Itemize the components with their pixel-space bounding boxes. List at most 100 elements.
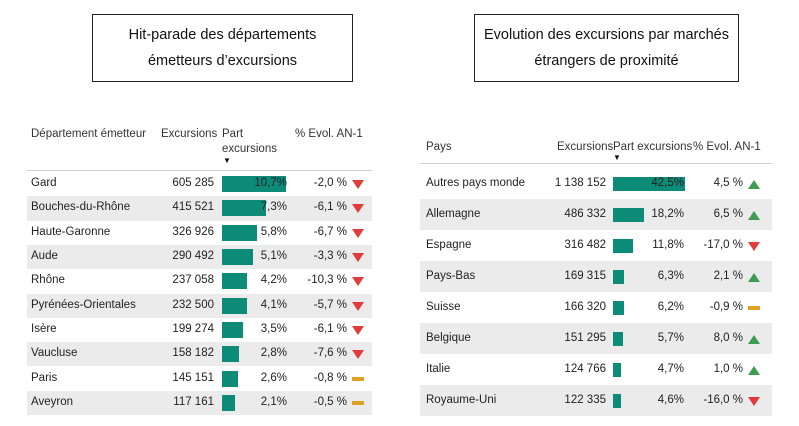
trend-down-icon <box>352 228 364 238</box>
table-row[interactable]: Vaucluse 158 182 2,8% -7,6 % <box>27 342 372 367</box>
row-name: Gard <box>31 177 57 190</box>
header-share-line2[interactable]: excursions <box>222 143 277 155</box>
table-row[interactable]: Bouches-du-Rhône 415 521 7,3% -6,1 % <box>27 196 372 221</box>
row-name: Vaucluse <box>31 347 78 360</box>
share-bar <box>613 176 685 191</box>
header-excursions[interactable]: Excursions <box>557 141 614 153</box>
trend-flat-icon <box>352 376 364 381</box>
row-evolution: -3,3 % <box>313 250 347 263</box>
row-share: 2,1% <box>260 395 287 408</box>
table-row[interactable]: Royaume-Uni 122 335 4,6% -16,0 % <box>420 385 772 416</box>
row-excursions: 415 521 <box>172 201 214 214</box>
row-name: Aveyron <box>31 395 73 408</box>
table-row[interactable]: Gard 605 285 10,7% -2,0 % <box>27 172 372 196</box>
trend-down-icon <box>352 204 364 214</box>
row-share: 11,8% <box>652 238 684 251</box>
table-row[interactable]: Paris 145 151 2,6% -0,8 % <box>27 366 372 390</box>
table-row[interactable]: Autres pays monde 1 138 152 42,5% 4,5 % <box>420 168 772 199</box>
row-excursions: 166 320 <box>564 300 606 313</box>
row-excursions: 117 161 <box>173 395 214 408</box>
row-excursions: 199 274 <box>172 322 214 335</box>
row-share: 5,8% <box>260 225 287 238</box>
table-row[interactable]: Belgique 151 295 5,7% 8,0 % <box>420 323 772 354</box>
table-row[interactable]: Italie 124 766 4,7% 1,0 % <box>420 354 772 385</box>
trend-up-icon <box>748 272 760 282</box>
row-evolution: -0,5 % <box>313 395 347 408</box>
row-name: Pays-Bas <box>426 269 476 282</box>
trend-up-icon <box>748 334 760 344</box>
row-excursions: 122 335 <box>564 393 606 406</box>
table-row[interactable]: Pyrénées-Orientales 232 500 4,1% -5,7 % <box>27 293 372 318</box>
row-share: 42,5% <box>651 176 684 189</box>
row-share: 10,7% <box>254 177 287 190</box>
share-bar <box>613 238 633 253</box>
row-share: 18,2% <box>651 207 684 220</box>
table-row[interactable]: Suisse 166 320 6,2% -0,9 % <box>420 292 772 323</box>
header-evolution[interactable]: % Evol. AN-1 <box>295 128 363 140</box>
sort-descending-icon[interactable]: ▼ <box>613 153 621 162</box>
row-share: 2,6% <box>260 371 287 384</box>
row-share: 5,7% <box>657 331 684 344</box>
header-country[interactable]: Pays <box>426 141 452 153</box>
header-evolution[interactable]: % Evol. AN-1 <box>693 141 761 153</box>
row-evolution: -17,0 % <box>703 238 743 251</box>
row-excursions: 605 285 <box>172 177 214 190</box>
row-evolution: -7,6 % <box>313 347 347 360</box>
row-share: 5,1% <box>260 250 287 263</box>
share-bar <box>613 362 621 377</box>
header-excursions[interactable]: Excursions <box>161 128 218 140</box>
row-share: 3,5% <box>260 322 287 335</box>
row-share: 4,2% <box>260 274 287 287</box>
right-panel-title-text: Evolution des excursions par marchés étr… <box>483 27 729 69</box>
row-evolution: 8,0 % <box>713 331 743 344</box>
left-panel-title: Hit-parade des départements émetteurs d’… <box>92 14 353 82</box>
share-bar <box>613 331 623 346</box>
row-excursions: 151 295 <box>564 331 606 344</box>
departments-table: Département émetteur Excursions Part exc… <box>27 120 372 415</box>
row-excursions: 145 151 <box>172 371 214 384</box>
share-bar <box>613 207 644 222</box>
trend-down-icon <box>352 277 364 287</box>
table-row[interactable]: Aude 290 492 5,1% -3,3 % <box>27 244 372 270</box>
row-name: Espagne <box>426 238 472 251</box>
share-bar <box>222 224 257 241</box>
share-bar <box>222 370 238 387</box>
table-row[interactable]: Allemagne 486 332 18,2% 6,5 % <box>420 199 772 230</box>
table-row[interactable]: Isère 199 274 3,5% -6,1 % <box>27 318 372 342</box>
trend-up-icon <box>748 210 760 220</box>
row-share: 4,7% <box>657 362 684 375</box>
sort-descending-icon[interactable]: ▼ <box>223 156 231 165</box>
share-bar <box>613 393 621 408</box>
row-evolution: 2,1 % <box>713 269 743 282</box>
row-name: Suisse <box>426 300 461 313</box>
share-bar <box>222 200 266 217</box>
table-row[interactable]: Espagne 316 482 11,8% -17,0 % <box>420 230 772 261</box>
row-name: Belgique <box>426 331 471 344</box>
row-evolution: -6,7 % <box>313 225 347 238</box>
table-row[interactable]: Aveyron 117 161 2,1% -0,5 % <box>27 390 372 415</box>
header-department[interactable]: Département émetteur <box>31 128 147 140</box>
row-excursions: 124 766 <box>564 362 606 375</box>
trend-up-icon <box>748 365 760 375</box>
table-row[interactable]: Pays-Bas 169 315 6,3% 2,1 % <box>420 261 772 292</box>
row-evolution: -0,9 % <box>709 300 743 313</box>
row-evolution: -5,7 % <box>313 298 347 311</box>
trend-down-icon <box>352 253 364 263</box>
row-name: Aude <box>31 250 58 263</box>
trend-flat-icon <box>352 400 364 405</box>
row-evolution: -6,1 % <box>313 201 347 214</box>
row-evolution: 6,5 % <box>713 207 743 220</box>
row-evolution: 4,5 % <box>713 176 743 189</box>
row-name: Haute-Garonne <box>31 225 111 238</box>
table-row[interactable]: Rhône 237 058 4,2% -10,3 % <box>27 269 372 293</box>
table-row[interactable]: Haute-Garonne 326 926 5,8% -6,7 % <box>27 221 372 245</box>
header-share-line1[interactable]: Part <box>222 128 244 140</box>
row-excursions: 237 058 <box>172 274 214 287</box>
share-bar <box>613 300 624 315</box>
header-share[interactable]: Part excursions <box>613 141 693 153</box>
row-excursions: 316 482 <box>564 238 606 251</box>
row-evolution: -2,0 % <box>313 177 347 190</box>
trend-down-icon <box>352 301 364 311</box>
row-name: Rhône <box>31 274 65 287</box>
row-excursions: 169 315 <box>564 269 606 282</box>
